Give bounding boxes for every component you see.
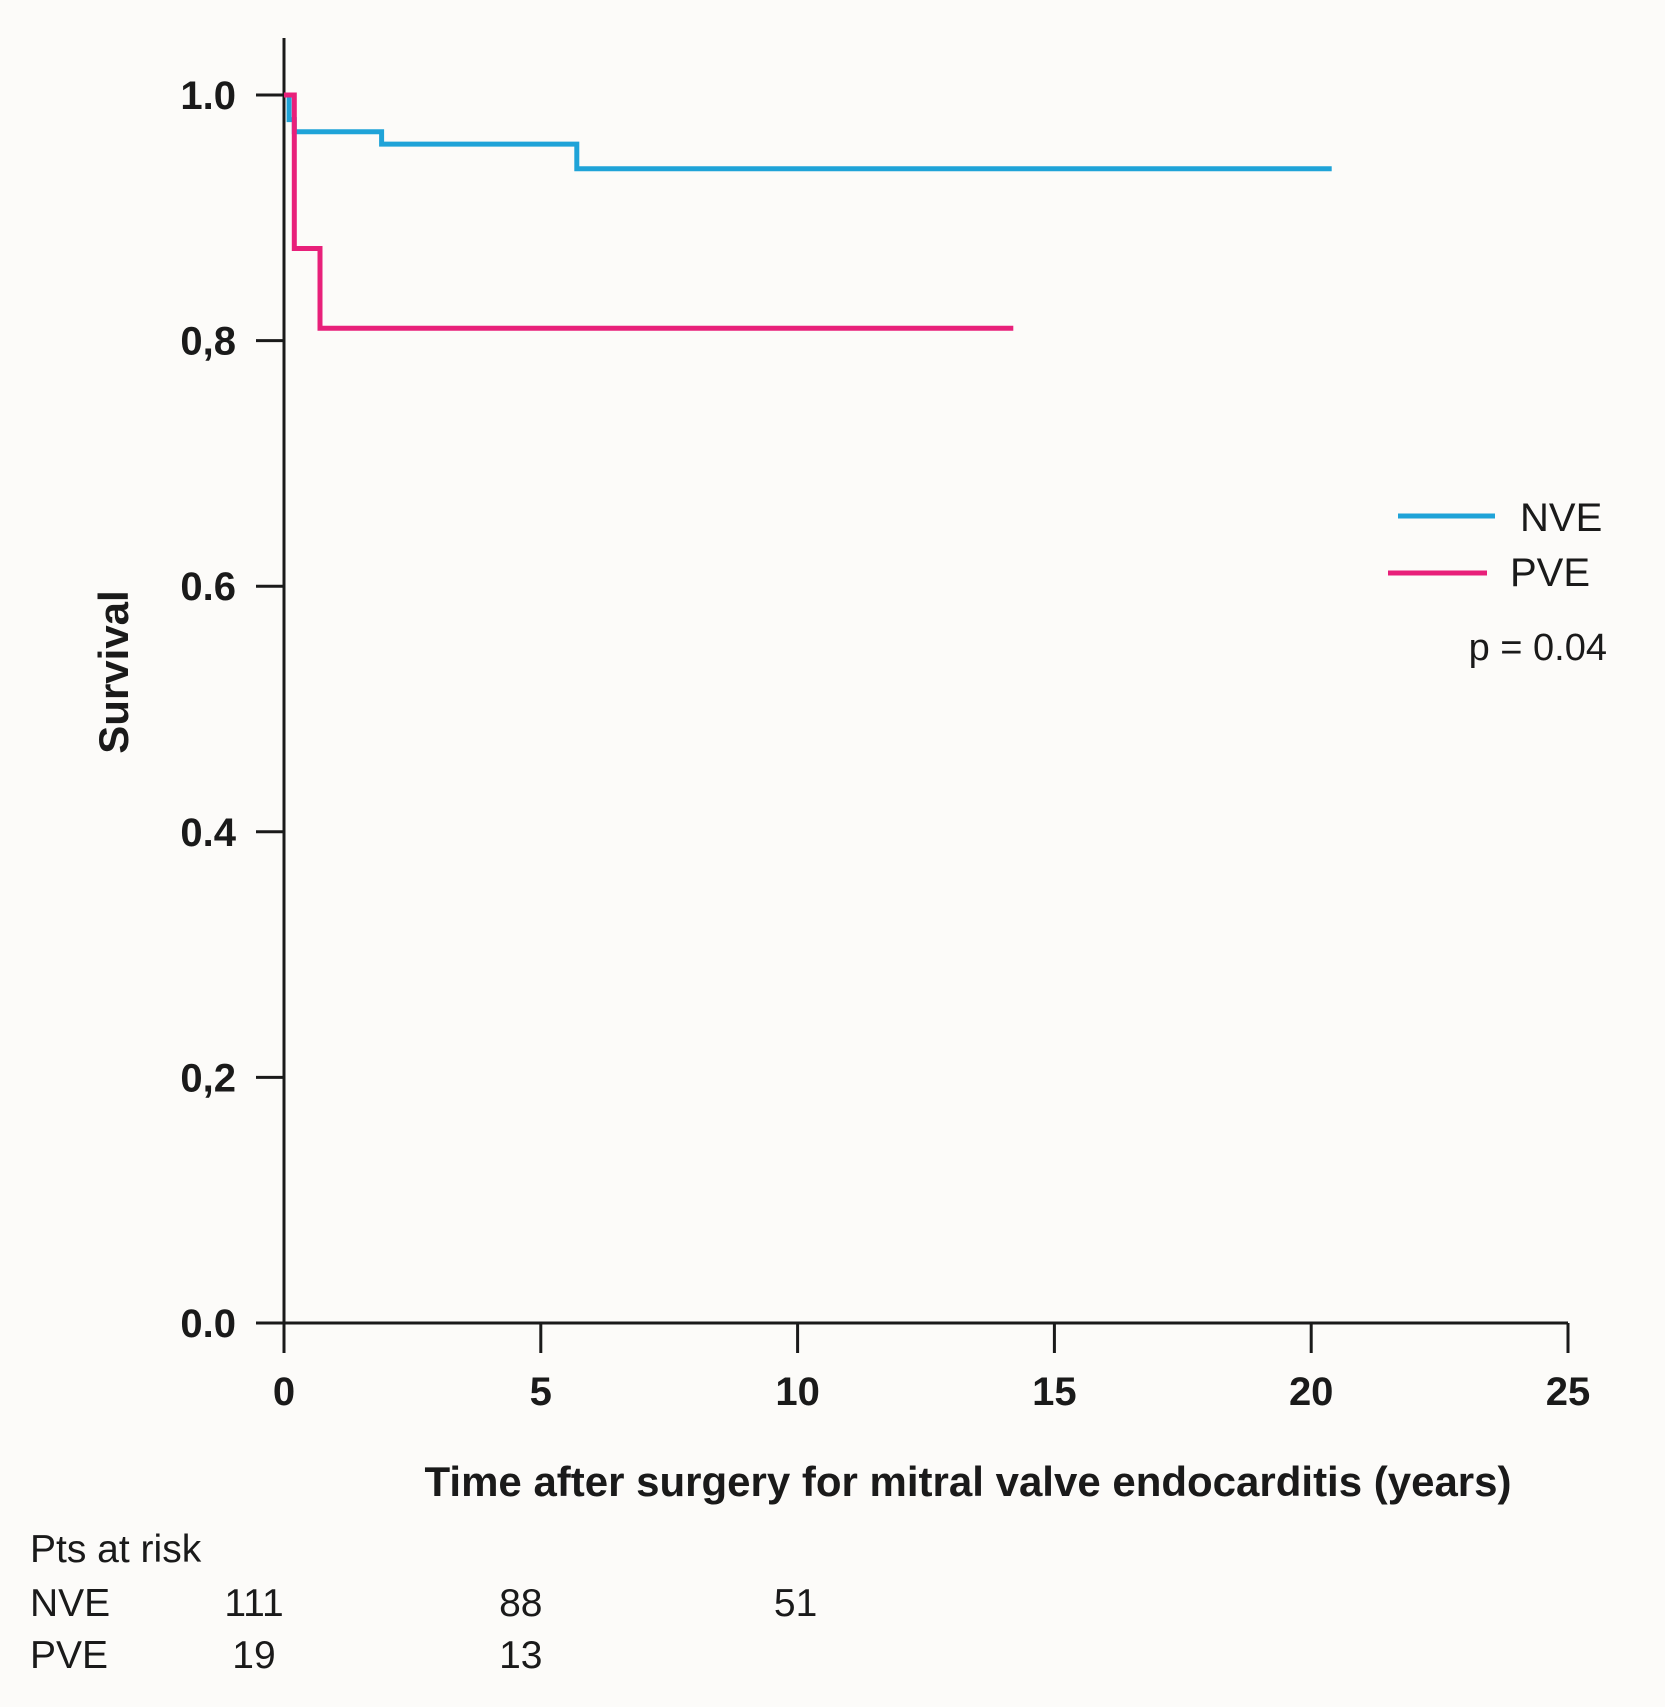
survival-curve-pve (284, 92, 1014, 331)
x-tick-label: 0 (273, 1370, 295, 1414)
risk-table-count: 13 (499, 1634, 542, 1677)
survival-curves (284, 92, 1332, 331)
y-axis-title: Survival (90, 590, 137, 753)
risk-table-row-label: PVE (30, 1634, 108, 1677)
p-value-annotation: p = 0.04 (1469, 627, 1607, 669)
axes (282, 38, 1568, 1325)
y-tick-label: 0.6 (180, 565, 236, 609)
y-tick-label: 0,8 (180, 320, 236, 364)
y-tick-label: 1.0 (180, 74, 236, 118)
y-tick-label: 0.0 (180, 1302, 236, 1346)
y-ticks: 0.0 0,2 0.4 0.6 0,8 1.0 (180, 74, 284, 1346)
x-tick-label: 15 (1032, 1370, 1077, 1414)
legend-label-pve: PVE (1510, 551, 1590, 595)
risk-table-count: 88 (499, 1582, 542, 1625)
survival-curve-nve (284, 92, 1332, 172)
x-tick-label: 10 (775, 1370, 820, 1414)
y-tick-label: 0.4 (180, 811, 236, 855)
y-tick-label: 0,2 (180, 1056, 236, 1100)
legend-label-nve: NVE (1520, 496, 1602, 540)
risk-table: Pts at risk NVE 111 88 51 PVE 19 13 (30, 1528, 817, 1677)
risk-table-title: Pts at risk (30, 1528, 202, 1571)
risk-table-count: 111 (224, 1582, 283, 1625)
legend: NVE PVE (1388, 496, 1602, 595)
x-axis-title: Time after surgery for mitral valve endo… (425, 1458, 1512, 1505)
risk-table-count: 51 (774, 1582, 817, 1625)
risk-table-count: 19 (232, 1634, 275, 1677)
x-tick-label: 25 (1546, 1370, 1591, 1414)
x-tick-label: 5 (530, 1370, 552, 1414)
x-tick-label: 20 (1289, 1370, 1334, 1414)
x-ticks: 0 5 10 15 20 25 (273, 1323, 1590, 1414)
risk-table-row-label: NVE (30, 1582, 110, 1625)
